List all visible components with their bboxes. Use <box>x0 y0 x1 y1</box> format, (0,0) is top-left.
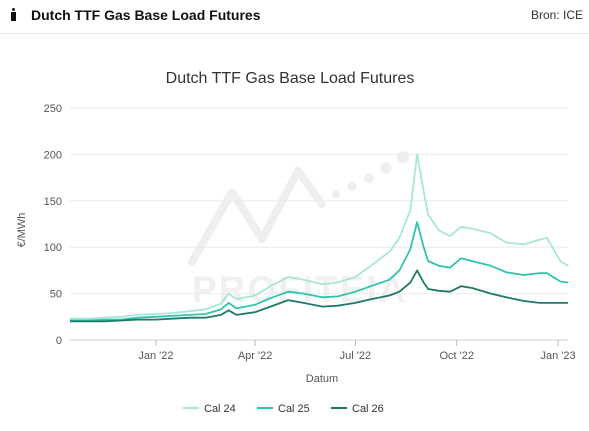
y-axis-ticks: 0 50 100 150 200 250 <box>44 103 62 347</box>
y-tick-label: 50 <box>50 289 62 301</box>
y-tick-label: 100 <box>44 242 62 254</box>
x-tick-label: Jan '23 <box>541 350 576 362</box>
y-axis-label: €/MWh <box>16 213 28 248</box>
legend-label: Cal 24 <box>204 403 236 415</box>
x-tick-label: Oct '22 <box>439 350 474 362</box>
x-axis-ticks: Jan '22 Apr '22 Jul '22 Oct '22 Jan '23 <box>138 340 576 362</box>
source-label: Bron: ICE <box>530 8 583 22</box>
x-tick-label: Jul '22 <box>340 350 371 362</box>
panel-header: Dutch TTF Gas Base Load Futures Bron: IC… <box>0 0 589 34</box>
watermark: PROFITEIA <box>188 151 409 310</box>
panel-title: Dutch TTF Gas Base Load Futures <box>31 7 261 23</box>
chart-title: Dutch TTF Gas Base Load Futures <box>166 70 415 87</box>
legend-label: Cal 25 <box>278 403 310 415</box>
legend[interactable]: Cal 24 Cal 25 Cal 26 <box>183 403 384 415</box>
legend-item-cal-24[interactable]: Cal 24 <box>183 403 236 415</box>
x-axis-label: Datum <box>306 373 338 385</box>
series-lines <box>70 153 569 323</box>
grid-lines <box>70 107 568 341</box>
y-tick-label: 200 <box>44 149 62 161</box>
watermark-text: PROFITEIA <box>192 269 407 310</box>
series-line-cal-24 <box>70 153 569 320</box>
series-line-cal-26 <box>70 269 568 323</box>
x-tick-label: Jan '22 <box>138 350 173 362</box>
y-tick-label: 0 <box>56 335 62 347</box>
y-tick-label: 150 <box>44 196 62 208</box>
series-line-cal-25 <box>70 221 569 322</box>
line-chart: PROFITEIA Dutch TTF Gas Base Load Future… <box>16 70 576 415</box>
x-tick-label: Apr '22 <box>238 350 273 362</box>
info-icon[interactable] <box>11 8 16 21</box>
legend-item-cal-25[interactable]: Cal 25 <box>257 403 310 415</box>
y-tick-label: 250 <box>44 103 62 115</box>
legend-label: Cal 26 <box>352 403 384 415</box>
legend-item-cal-26[interactable]: Cal 26 <box>331 403 384 415</box>
